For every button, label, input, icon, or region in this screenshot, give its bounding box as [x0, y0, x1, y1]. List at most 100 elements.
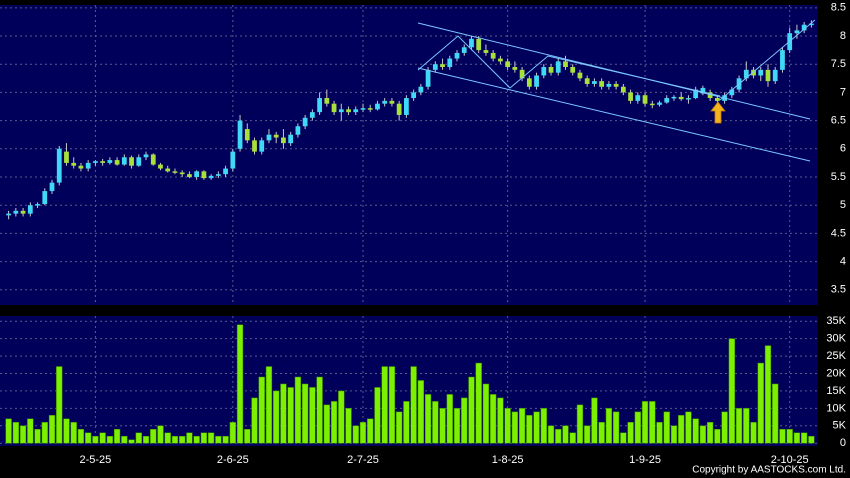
candle-body: [223, 168, 228, 175]
volume-bar: [330, 401, 338, 444]
candle-body: [396, 103, 402, 115]
volume-bar: [359, 422, 367, 444]
candle-body: [56, 148, 62, 183]
volume-bar: [656, 422, 663, 444]
candle-body: [606, 83, 612, 87]
x-tick-label: 1-8-25: [492, 454, 524, 466]
volume-bar: [699, 425, 707, 444]
candle-body: [707, 92, 713, 99]
candle-body: [266, 134, 272, 141]
volume-bar: [678, 415, 685, 444]
candle-body: [42, 191, 48, 205]
volume-bar: [157, 425, 164, 444]
volume-bar: [526, 415, 533, 444]
y-tick-label: 3.5: [831, 284, 846, 296]
volume-bar: [338, 390, 345, 444]
volume-bar: [482, 383, 490, 444]
candle-body: [201, 171, 207, 179]
volume-bar: [504, 408, 511, 444]
candle-body: [35, 204, 40, 206]
volume-bar: [200, 432, 208, 444]
volume-bar: [706, 422, 714, 444]
volume-bar: [396, 411, 403, 444]
candle-body: [64, 151, 69, 163]
volume-bar: [367, 418, 374, 444]
candle-body: [599, 81, 605, 87]
signal-arrow: [710, 101, 726, 124]
volume-bar: [612, 411, 620, 444]
copyright: Copyright by AASTOCKS.com Ltd.: [692, 465, 846, 476]
candle-body: [671, 96, 677, 99]
volume-bar: [670, 425, 678, 444]
volume-bar: [309, 387, 316, 444]
candle-body: [78, 165, 84, 169]
y-tick-label: 5.5: [831, 171, 846, 183]
volume-bar: [142, 435, 150, 444]
volume-bar: [106, 435, 114, 444]
y-tick-label: 10K: [826, 402, 846, 414]
volume-bar: [352, 425, 359, 444]
candle-body: [584, 78, 590, 84]
volume-bar: [70, 422, 77, 444]
volume-bar: [301, 383, 309, 444]
volume-bar: [750, 422, 757, 444]
volume-bar: [605, 408, 613, 444]
candle-body: [432, 64, 438, 70]
volume-bar: [721, 411, 728, 444]
candle-body: [20, 210, 26, 214]
candle-body: [801, 24, 807, 31]
candle-body: [317, 98, 322, 113]
volume-bar: [649, 401, 656, 444]
y-tick-label: 7.5: [831, 58, 846, 70]
volume-bar: [424, 394, 432, 444]
candle-body: [751, 69, 756, 76]
candle-body: [389, 100, 395, 104]
y-tick-label: 25K: [826, 350, 846, 362]
candle-body: [71, 162, 77, 166]
volume-bar: [692, 418, 699, 444]
candle-body: [686, 98, 691, 100]
volume-bar: [236, 324, 244, 444]
candle-body: [642, 95, 648, 104]
y-tick-label: 4.5: [831, 227, 846, 239]
x-tick-label: 1-9-25: [629, 454, 661, 466]
candle-body: [107, 160, 113, 163]
y-tick-label: 6.5: [831, 115, 846, 127]
candle-body: [483, 50, 489, 53]
volume-bar: [229, 422, 236, 444]
candle-body: [331, 103, 337, 113]
volume-bar: [634, 411, 641, 444]
candle-body: [693, 89, 699, 99]
volume-bar: [27, 418, 34, 444]
candle-body: [208, 175, 214, 179]
candle-body: [505, 61, 511, 68]
candle-body: [519, 69, 525, 79]
volume-bar: [461, 397, 468, 444]
candle-body: [281, 137, 286, 144]
volume-bar: [244, 429, 251, 444]
volume-bar: [316, 376, 323, 444]
y-tick-label: 35K: [826, 315, 846, 327]
candle-body: [577, 72, 583, 79]
volume-bar: [186, 432, 193, 444]
candle-body: [252, 140, 257, 152]
volume-bar: [381, 366, 388, 444]
candle-body: [172, 171, 178, 173]
volume-bar: [511, 411, 519, 444]
candle-body: [165, 168, 171, 172]
candle-body: [678, 96, 684, 100]
volume-bar: [468, 376, 475, 444]
candle-body: [100, 161, 106, 163]
volume-bar: [345, 408, 352, 444]
candle-body: [512, 67, 518, 70]
volume-bar: [150, 429, 157, 444]
candle-body: [309, 112, 315, 118]
volume-bar: [273, 390, 280, 444]
y-tick-label: 20K: [826, 367, 846, 379]
volume-bar: [808, 435, 815, 444]
y-tick-label: 0: [840, 437, 846, 449]
candle-body: [382, 100, 388, 104]
candle-body: [27, 205, 33, 214]
